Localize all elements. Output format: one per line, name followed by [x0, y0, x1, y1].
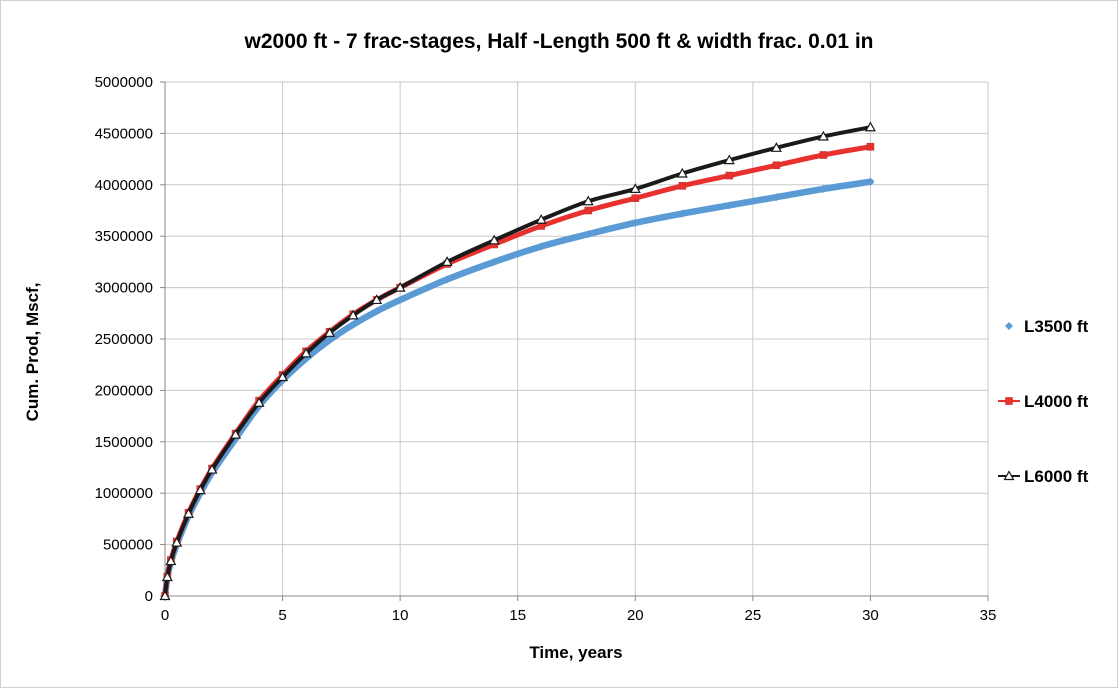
data-point: [864, 121, 876, 132]
legend: L3500 ft L4000 ft L6000 ft: [998, 317, 1089, 486]
data-point: [866, 142, 875, 151]
legend-marker: [1005, 322, 1013, 330]
legend-label: L6000 ft: [1024, 467, 1089, 486]
data-point: [161, 571, 173, 582]
series-l6000-ft: [159, 121, 876, 601]
y-tick-label: 0: [145, 588, 153, 605]
data-point: [584, 206, 593, 215]
data-point: [230, 428, 242, 439]
y-tick-label: 2000000: [95, 382, 153, 399]
data-point: [676, 167, 688, 178]
data-point: [819, 151, 828, 159]
data-point: [488, 234, 500, 245]
x-tick-label: 15: [509, 607, 526, 624]
y-tick-label: 1000000: [95, 485, 153, 502]
x-tick-label: 10: [392, 607, 409, 624]
y-tick-label: 3000000: [95, 280, 153, 297]
data-point: [631, 194, 640, 202]
legend-entry: L6000 ft: [998, 467, 1089, 486]
y-axis-title: Cum. Prod, Mscf,: [23, 283, 42, 422]
data-point: [372, 307, 381, 316]
y-tick-label: 4500000: [95, 125, 153, 142]
legend-entry: L4000 ft: [998, 392, 1089, 411]
legend-marker: [1005, 397, 1013, 405]
data-point: [723, 154, 735, 165]
x-tick-label: 30: [862, 607, 879, 624]
data-point: [819, 184, 828, 193]
data-point: [725, 201, 734, 210]
y-tick-label: 2500000: [95, 331, 153, 348]
grid-layer: [165, 81, 989, 596]
data-point: [772, 193, 781, 202]
data-point: [325, 336, 334, 345]
data-point: [394, 281, 406, 292]
x-tick-label: 35: [980, 607, 997, 624]
x-tick-label: 20: [627, 607, 644, 624]
data-point: [725, 171, 734, 180]
x-tick-label: 5: [278, 607, 286, 624]
data-point: [490, 257, 499, 266]
data-point: [277, 371, 289, 382]
data-point: [182, 508, 195, 518]
legend-label: L4000 ft: [1024, 392, 1089, 411]
legend-marker: [1003, 470, 1015, 481]
data-point: [206, 463, 218, 474]
data-point: [349, 320, 358, 329]
data-point: [584, 230, 593, 239]
data-point: [194, 484, 206, 495]
x-tick-label: 0: [161, 607, 169, 624]
y-tick-label: 1500000: [95, 434, 153, 451]
legend-entry: L3500 ft: [1005, 317, 1089, 336]
data-point: [631, 218, 640, 227]
data-point: [817, 130, 829, 141]
data-point: [770, 142, 782, 152]
data-point: [441, 256, 453, 266]
axis-layer: 0 5 10 15 20 25 30 35 0 500000 1000000 1500000 20000…: [95, 74, 997, 624]
data-point: [165, 555, 177, 566]
data-point: [678, 209, 687, 218]
y-tick-label: 4000000: [95, 177, 153, 194]
y-tick-label: 500000: [103, 537, 153, 554]
data-point: [300, 347, 312, 358]
data-point: [396, 295, 405, 304]
series-layer: [159, 121, 876, 601]
data-point: [629, 183, 641, 194]
data-point: [324, 327, 336, 337]
data-point: [772, 161, 781, 170]
data-point: [866, 177, 875, 186]
x-tick-label: 25: [745, 607, 762, 624]
data-point: [582, 195, 594, 206]
y-tick-label: 5000000: [95, 74, 153, 91]
data-point: [253, 397, 265, 407]
legend-label: L3500 ft: [1024, 317, 1089, 336]
data-point: [347, 309, 359, 320]
data-point: [371, 294, 383, 305]
chart-title: w2000 ft - 7 frac-stages, Half -Length 5…: [244, 30, 874, 53]
data-point: [535, 214, 547, 224]
data-point: [159, 590, 171, 601]
data-point: [537, 242, 546, 251]
data-point: [171, 536, 183, 547]
x-axis-title: Time, years: [529, 643, 622, 662]
data-point: [443, 275, 452, 284]
data-point: [678, 182, 687, 190]
y-tick-label: 3500000: [95, 228, 153, 245]
